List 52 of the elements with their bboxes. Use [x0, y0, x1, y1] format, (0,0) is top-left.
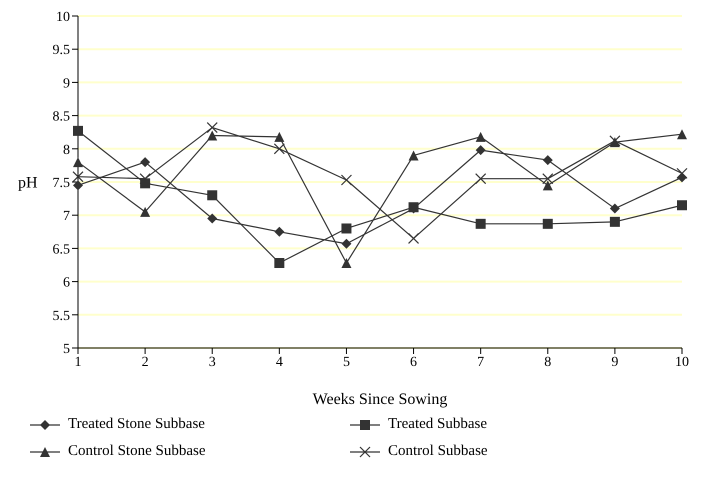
point: [677, 200, 687, 210]
point: [274, 226, 284, 237]
x-tick-label: 7: [477, 354, 484, 370]
y-tick-label: 5: [63, 342, 70, 357]
x-tick-label: 9: [611, 354, 618, 370]
point: [610, 216, 620, 227]
point: [274, 132, 284, 142]
point: [73, 157, 83, 168]
point: [677, 129, 687, 140]
point: [73, 180, 83, 190]
y-tick-label: 6: [63, 276, 70, 291]
legend-label: Control Subbase: [388, 443, 488, 460]
x-axis-title: Weeks Since Sowing: [312, 391, 448, 408]
point: [476, 218, 486, 229]
y-tick-label: 7.5: [52, 176, 70, 191]
x-tick-label: 6: [410, 354, 418, 370]
point: [207, 130, 218, 141]
legend-label: Treated Stone Subbase: [68, 416, 205, 433]
point: [73, 126, 83, 136]
y-tick-label: 6.5: [52, 242, 70, 258]
x-tick-label: 10: [675, 354, 689, 370]
point: [341, 223, 352, 234]
y-tick-label: 10: [56, 10, 70, 25]
point: [140, 206, 150, 217]
point: [207, 214, 218, 224]
point: [476, 132, 486, 142]
point: [274, 258, 284, 268]
y-tick-label: 8: [63, 142, 70, 158]
x-tick-label: 5: [342, 354, 350, 370]
point: [341, 258, 352, 268]
point: [610, 204, 620, 214]
point: [542, 180, 553, 190]
x-tick-label: 1: [74, 354, 82, 370]
legend-label: Treated Subbase: [388, 416, 488, 433]
point: [476, 145, 486, 156]
y-axis-title: pH: [18, 174, 38, 192]
y-tick-label: 7: [63, 209, 70, 224]
legend-label: Control Stone Subbase: [68, 443, 206, 460]
x-tick-label: 4: [276, 354, 283, 370]
point: [207, 190, 218, 200]
point: [140, 157, 150, 168]
y-tick-label: 8.5: [52, 110, 70, 125]
y-tick-label: 5.5: [52, 308, 70, 324]
x-tick-label: 8: [544, 354, 552, 370]
x-tick-label: 3: [208, 354, 216, 370]
x-tick-label: 2: [142, 354, 149, 370]
y-tick-label: 9.5: [52, 43, 70, 58]
point: [408, 150, 419, 160]
point: [542, 218, 553, 229]
point: [341, 238, 352, 249]
y-tick-label: 9: [63, 76, 70, 92]
point: [542, 155, 553, 166]
